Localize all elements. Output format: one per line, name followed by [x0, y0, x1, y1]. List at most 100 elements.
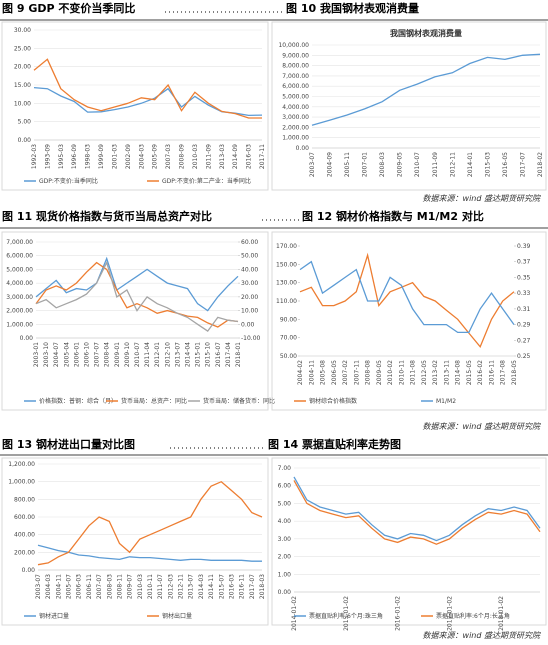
x-tick-label: 2006-03 — [76, 574, 83, 599]
legend-label: GDP:不变价:当季同比 — [39, 177, 98, 185]
x-tick-label: 1993-09 — [44, 144, 51, 169]
caption: 图 11 现货价格指数与货币当局总资产对比 — [2, 209, 212, 223]
x-tick-label: 2004-11 — [55, 574, 62, 599]
caption: 图 10 我国钢材表观消费量 — [286, 1, 419, 15]
x-tick-label: 2005-08 — [320, 360, 327, 385]
y-tick-label: 30.00 — [14, 27, 31, 34]
x-tick-label: 2003-01 — [33, 342, 40, 367]
y-tick-label: 1,000.00 — [8, 479, 35, 486]
x-tick-label: 2013-02 — [432, 360, 439, 385]
legend-label: 钢材进口量 — [39, 612, 69, 620]
series-line — [37, 544, 262, 562]
x-tick-label: 2006-10 — [84, 342, 91, 367]
y-tick-label: 170.00 — [276, 243, 297, 250]
x-tick-label: 2017-08 — [500, 360, 507, 385]
x-tick-label: 2005-09 — [152, 144, 159, 169]
series-line — [33, 58, 262, 119]
y-tick-label: 130.00 — [276, 280, 297, 287]
y-tick-label: 7,000.00 — [282, 73, 309, 80]
x-tick-label: 2018-01 — [235, 342, 242, 367]
y2-tick-label: 30.00 — [241, 280, 258, 287]
y-tick-label: 4.00 — [278, 518, 292, 525]
chart-frame — [1, 21, 269, 191]
legend-label: GDP:不变价:第二产业：当季同比 — [162, 177, 251, 185]
x-tick-label: 2004-02 — [297, 360, 304, 385]
x-tick-label: 2008-03 — [106, 574, 113, 599]
chart-frame — [271, 457, 547, 626]
x-tick-label: 2013-07 — [174, 342, 181, 367]
x-tick-label: 2009-05 — [397, 152, 404, 177]
x-tick-label: 2009-01 — [114, 342, 121, 367]
x-tick-label: 2002-09 — [125, 144, 132, 169]
legend-label: 价格指数：普钢：综合（月） — [39, 397, 117, 405]
x-tick-label: 2005-07 — [66, 574, 73, 599]
series-line — [35, 261, 239, 328]
source: 数据来源：wind 盛达期货研究院 — [423, 631, 542, 640]
x-tick-label: 2016-03 — [228, 574, 235, 599]
x-tick-label: 2011-07 — [157, 574, 164, 599]
x-tick-label: 2014-01 — [467, 152, 474, 177]
y2-tick-label: 0.37 — [517, 259, 531, 266]
y-tick-label: 90.00 — [280, 316, 297, 323]
x-tick-label: 2006-01 — [73, 342, 80, 367]
x-tick-label: 2013-11 — [443, 360, 450, 385]
y-tick-label: 5.00 — [278, 500, 292, 507]
x-tick-label: 2011-04 — [144, 342, 151, 367]
y-tick-label: 2,000.00 — [282, 124, 309, 131]
x-tick-label: 2017-11 — [259, 144, 266, 169]
y2-tick-label: -10.00 — [241, 335, 261, 342]
y-tick-label: 6,000.00 — [6, 253, 33, 260]
x-tick-label: 2003-10 — [43, 342, 50, 367]
x-tick-label: 2015-01 — [195, 342, 202, 367]
y-tick-label: 0.00 — [296, 145, 310, 152]
x-tick-label: 2013-03 — [219, 144, 226, 169]
x-tick-label: 1995-03 — [58, 144, 65, 169]
x-tick-label: 2016-01-02 — [395, 596, 402, 631]
y-tick-label: 0.00 — [18, 137, 32, 144]
x-tick-label: 2011-09 — [432, 152, 439, 177]
x-tick-label: 2016-11 — [488, 360, 495, 385]
y-tick-label: 6.00 — [278, 483, 292, 490]
y-tick-label: 10,000.00 — [278, 42, 309, 49]
y2-tick-label: 0.25 — [517, 353, 531, 360]
caption: 图 9 GDP 不变价当季同比 — [2, 1, 135, 15]
x-tick-label: 2005-11 — [344, 152, 351, 177]
y2-tick-label: 0.27 — [517, 337, 531, 344]
x-tick-label: 2009-10 — [124, 342, 131, 367]
x-tick-label: 2018-01-02 — [498, 596, 505, 631]
legend-label: 票据直贴利率:6个月:珠三角 — [309, 612, 383, 620]
x-tick-label: 2016-07 — [215, 342, 222, 367]
x-tick-label: 2011-08 — [410, 360, 417, 385]
y-tick-label: 4,000.00 — [282, 104, 309, 111]
x-tick-label: 2004-03 — [138, 144, 145, 169]
y-tick-label: 800.00 — [14, 496, 35, 503]
y-tick-label: 50.00 — [280, 353, 297, 360]
x-tick-label: 2007-01 — [362, 152, 369, 177]
legend-label: 票据直贴利率:6个月:长三角 — [436, 612, 510, 620]
x-tick-label: 2009-05 — [376, 360, 383, 385]
caption: 图 13 钢材进出口量对比图 — [2, 437, 135, 451]
x-tick-label: 2007-07 — [96, 574, 103, 599]
y-tick-label: 2.00 — [278, 554, 292, 561]
y-tick-label: 4,000.00 — [6, 280, 33, 287]
x-tick-label: 2015-03 — [484, 152, 491, 177]
y-tick-label: 9,000.00 — [282, 52, 309, 59]
x-tick-label: 2009-07 — [127, 574, 134, 599]
x-tick-label: 2016-02 — [477, 360, 484, 385]
x-tick-label: 2004-11 — [308, 360, 315, 385]
x-tick-label: 2015-07 — [218, 574, 225, 599]
y2-tick-label: 10.00 — [241, 308, 258, 315]
x-tick-label: 2014-11 — [208, 574, 215, 599]
x-tick-label: 2014-09 — [232, 144, 239, 169]
legend-label: M1/M2 — [436, 398, 456, 405]
series-line — [33, 86, 263, 117]
y-tick-label: 5,000.00 — [6, 266, 33, 273]
y-tick-label: 0.00 — [22, 567, 36, 574]
x-tick-label: 1998-03 — [85, 144, 92, 169]
x-tick-label: 2012-11 — [178, 574, 185, 599]
series-line — [299, 260, 515, 334]
x-tick-label: 2006-05 — [331, 360, 338, 385]
y2-tick-label: 0.00 — [241, 321, 255, 328]
y2-tick-label: 60.00 — [241, 239, 258, 246]
